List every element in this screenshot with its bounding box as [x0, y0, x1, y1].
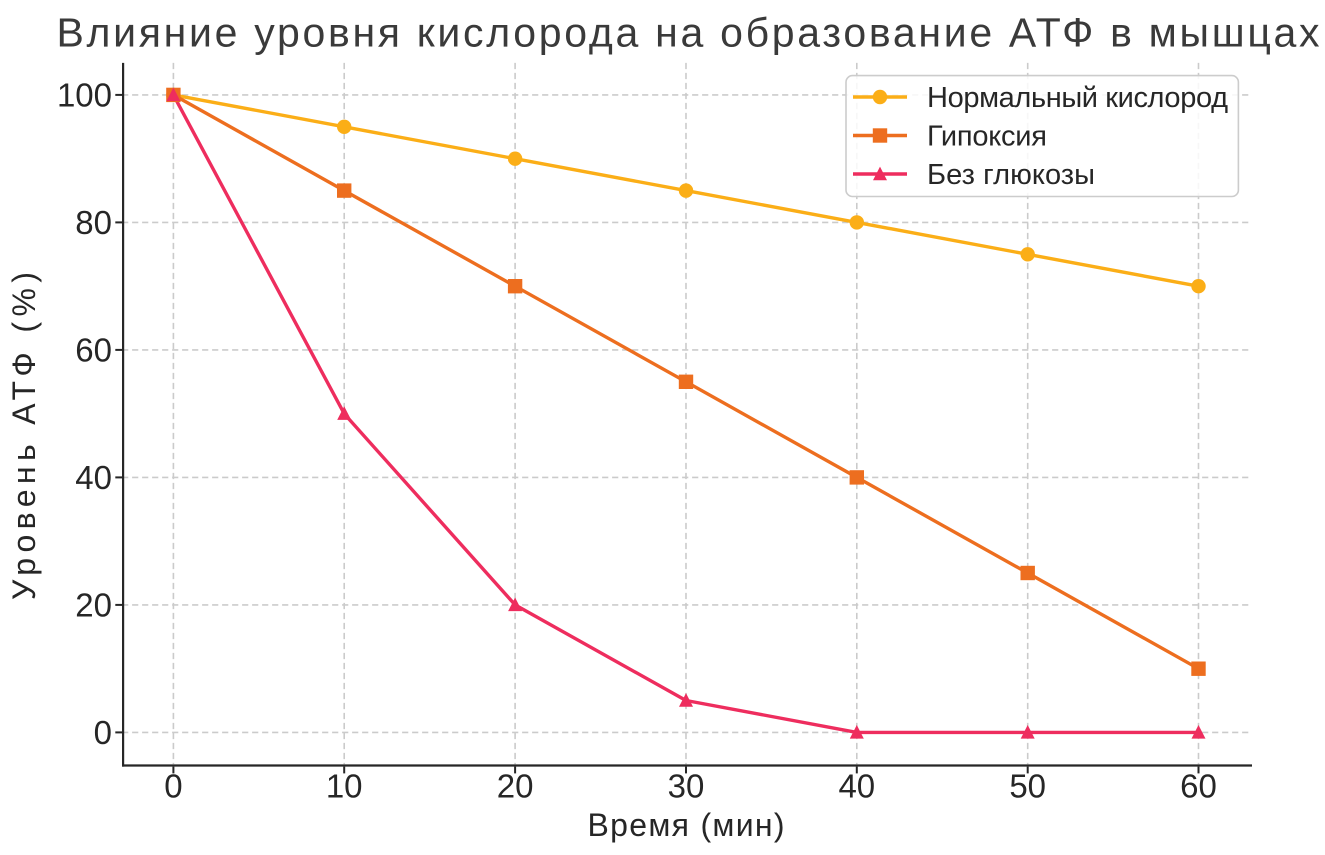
svg-text:100: 100 [57, 76, 112, 113]
svg-text:Гипоксия: Гипоксия [927, 120, 1047, 152]
svg-text:Время (мин): Время (мин) [588, 807, 785, 843]
svg-text:Уровень АТФ (%): Уровень АТФ (%) [6, 272, 42, 600]
svg-text:20: 20 [497, 767, 534, 804]
svg-text:0: 0 [94, 714, 112, 751]
svg-text:20: 20 [75, 586, 112, 623]
svg-text:60: 60 [1180, 767, 1217, 804]
svg-text:Нормальный кислород: Нормальный кислород [927, 82, 1228, 114]
svg-text:Без глюкозы: Без глюкозы [927, 159, 1095, 191]
svg-text:30: 30 [668, 767, 705, 804]
svg-text:Влияние уровня кислорода на об: Влияние уровня кислорода на образование … [57, 9, 1321, 55]
svg-text:40: 40 [75, 459, 112, 496]
svg-text:80: 80 [75, 204, 112, 241]
svg-text:40: 40 [838, 767, 875, 804]
svg-text:50: 50 [1009, 767, 1046, 804]
svg-text:10: 10 [326, 767, 363, 804]
svg-text:60: 60 [75, 331, 112, 368]
svg-text:0: 0 [164, 767, 182, 804]
